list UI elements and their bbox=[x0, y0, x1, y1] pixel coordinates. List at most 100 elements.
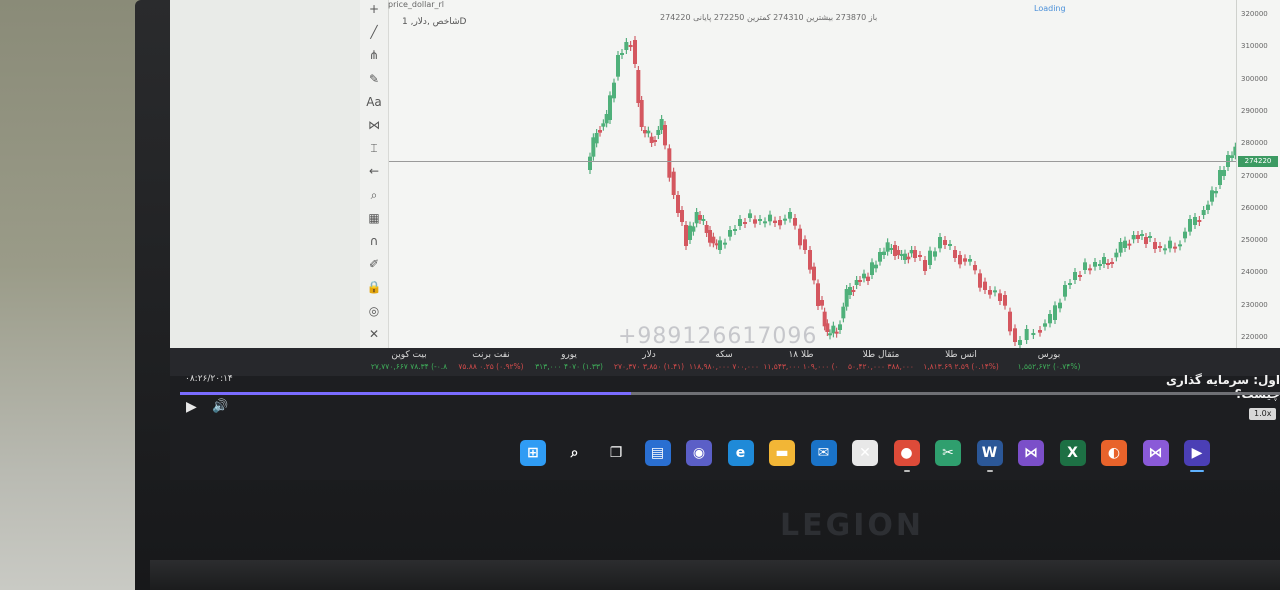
price-axis[interactable]: 320000 310000 300000 290000 280000 270000 2600… bbox=[1236, 0, 1280, 348]
drawing-toolbar: + ╱ ⋔ ✎ Aa ⋈ ⌶ ← ⌕ ▦ ∩ ✐ 🔒 ◎ ✕ bbox=[360, 0, 389, 348]
ticker-item[interactable]: یورو ۳۱۳,۰۰۰ ۴۰۷۰ (۱.۳۳) bbox=[530, 350, 608, 371]
candle-body bbox=[993, 290, 997, 293]
crosshair-icon[interactable]: + bbox=[368, 2, 380, 16]
candle-body bbox=[816, 283, 820, 306]
chrome-icon-glyph: ● bbox=[900, 445, 913, 461]
brush-icon[interactable]: ✎ bbox=[368, 71, 380, 86]
candle-body bbox=[1206, 204, 1210, 210]
ohlc-readout: باز 273870 بیشترین 274310 کمترین 272250 … bbox=[660, 13, 878, 22]
candle-body bbox=[1003, 295, 1007, 306]
task-view-icon[interactable]: ❐ bbox=[603, 440, 629, 466]
candle-body bbox=[620, 53, 624, 55]
candle-body bbox=[841, 306, 846, 319]
candle-body bbox=[639, 100, 644, 127]
current-price-line bbox=[388, 161, 1236, 162]
ticker-item[interactable]: مثقال طلا ۵۰,۴۲۰,۰۰۰ ۳۸۸,۰۰۰ bbox=[842, 350, 920, 371]
candle-body bbox=[1078, 275, 1082, 277]
candle-body bbox=[808, 250, 812, 270]
ticker-value: ۱۱۸,۹۸۰,۰۰۰ ۷۰۰,۰۰۰ bbox=[689, 362, 759, 371]
teams-chat-icon[interactable]: ◉ bbox=[686, 440, 712, 466]
candle-body bbox=[834, 331, 839, 334]
lock-icon[interactable]: 🔒 bbox=[366, 280, 382, 295]
remove-icon[interactable]: ✕ bbox=[368, 326, 380, 341]
ticker-item[interactable]: بیت کوین ۲۷,۷۷۰,۶۶۷ ۷۸.۳۴ (-۰.۸ bbox=[370, 350, 448, 371]
candle-body bbox=[909, 250, 914, 254]
candle-body bbox=[773, 220, 777, 223]
word-icon[interactable]: W bbox=[976, 440, 1003, 466]
candle-body bbox=[1068, 283, 1072, 285]
arrow-left-icon[interactable]: ← bbox=[368, 164, 380, 179]
zoom-icon[interactable]: ⌕ bbox=[370, 187, 378, 202]
media-player-icon[interactable]: ▶ bbox=[1184, 440, 1210, 466]
mail-icon[interactable]: ✉ bbox=[810, 440, 837, 466]
visual-studio-2-icon[interactable]: ⋈ bbox=[1142, 440, 1169, 466]
file-explorer-icon-glyph: ▬ bbox=[775, 445, 789, 461]
excel-icon[interactable]: X bbox=[1059, 440, 1086, 466]
visual-studio-2-icon-glyph: ⋈ bbox=[1148, 445, 1163, 461]
search-icon[interactable]: ⌕ bbox=[562, 440, 588, 466]
candle-body bbox=[978, 273, 982, 288]
candle-body bbox=[838, 324, 842, 330]
candle-body bbox=[1188, 219, 1192, 232]
measure-icon[interactable]: ⌶ bbox=[370, 141, 378, 156]
file-explorer-icon[interactable]: ▬ bbox=[769, 440, 795, 466]
pitchfork-icon[interactable]: ⋔ bbox=[368, 48, 380, 63]
visual-studio-icon[interactable]: ⋈ bbox=[1018, 440, 1044, 466]
ticker-item[interactable]: طلا ۱۸ ۱۱,۵۴۳,۰۰۰ ۱۰۹,۰۰۰ (۰ bbox=[762, 350, 840, 371]
ticker-item[interactable]: نفت برنت ۷۵.۸۸ ۰.۲۵ (۰.۹۲%) bbox=[452, 350, 530, 371]
candle-body bbox=[885, 242, 890, 252]
ticker-item[interactable]: انس طلا ۱,۸۱۳.۶۹ ۲.۵۹ (۰.۱۴%) bbox=[922, 350, 1000, 371]
firefox-icon[interactable]: ◐ bbox=[1101, 440, 1127, 466]
volume-button[interactable]: 🔊 bbox=[212, 399, 229, 414]
snip-tool-icon[interactable]: ✂ bbox=[935, 440, 961, 466]
chrome-icon[interactable]: ● bbox=[893, 440, 920, 466]
trend-line-icon[interactable]: ╱ bbox=[370, 25, 378, 40]
candle-body bbox=[851, 290, 856, 292]
candle-body bbox=[803, 239, 807, 250]
eye-icon[interactable]: ◎ bbox=[368, 303, 380, 318]
candle-body bbox=[831, 325, 836, 334]
ticker-item[interactable]: سکه ۱۱۸,۹۸۰,۰۰۰ ۷۰۰,۰۰۰ bbox=[685, 350, 763, 371]
play-button[interactable]: ▶ bbox=[186, 399, 197, 415]
candle-body bbox=[938, 237, 942, 249]
video-progress-bar[interactable] bbox=[180, 392, 1280, 395]
candle-body bbox=[1136, 235, 1140, 239]
candle-body bbox=[943, 240, 947, 245]
candle-body bbox=[1018, 340, 1022, 345]
candle-body bbox=[1043, 323, 1047, 327]
candle-body bbox=[1098, 264, 1102, 266]
current-price-badge: 274220 bbox=[1238, 156, 1278, 167]
candle-body bbox=[1178, 244, 1182, 247]
video-viewport[interactable]: + ╱ ⋔ ✎ Aa ⋈ ⌶ ← ⌕ ▦ ∩ ✐ 🔒 ◎ ✕ price_dollar_rl شاخص ,د… bbox=[170, 0, 1280, 349]
candle-body bbox=[711, 236, 716, 244]
candle-body bbox=[893, 245, 897, 256]
laptop-screen: + ╱ ⋔ ✎ Aa ⋈ ⌶ ← ⌕ ▦ ∩ ✐ 🔒 ◎ ✕ price_dollar_rl شاخص ,د… bbox=[170, 0, 1280, 480]
pencil-lock-icon[interactable]: ✐ bbox=[368, 257, 380, 272]
widgets-icon-glyph: ▤ bbox=[650, 445, 665, 461]
candle-body bbox=[874, 264, 878, 269]
ticker-name: بورس bbox=[1037, 350, 1061, 360]
snip-tool-icon-glyph: ✂ bbox=[942, 445, 954, 461]
ticker-item[interactable]: دلار ۲۷۰,۳۷۰ ۳,۸۵۰ (۱.۴۱) bbox=[610, 350, 688, 371]
candle-body bbox=[667, 148, 672, 178]
pattern-icon[interactable]: ⋈ bbox=[368, 118, 380, 132]
symbol-tab[interactable]: price_dollar_rl bbox=[388, 0, 445, 9]
candle-body bbox=[968, 259, 972, 262]
candle-body bbox=[728, 230, 732, 237]
candle-body bbox=[1218, 170, 1222, 185]
candle-body bbox=[1013, 328, 1017, 342]
ticker-item[interactable]: بورس ۱,۵۵۲,۶۷۲ (۰.۷۴%) bbox=[1010, 350, 1088, 371]
text-icon[interactable]: Aa bbox=[366, 94, 382, 109]
windows-start-icon[interactable]: ⊞ bbox=[520, 440, 546, 466]
playback-speed-button[interactable]: 1.0x bbox=[1249, 408, 1277, 420]
candle-body bbox=[659, 119, 664, 130]
ticker-name: انس طلا bbox=[945, 350, 977, 360]
xbox-icon[interactable]: ✕ bbox=[852, 440, 878, 466]
ticker-name: طلا ۱۸ bbox=[788, 350, 814, 360]
ruler-icon[interactable]: ▦ bbox=[368, 210, 380, 225]
candle-body bbox=[1063, 285, 1067, 297]
candle-body bbox=[633, 40, 637, 64]
widgets-icon[interactable]: ▤ bbox=[644, 440, 671, 466]
edge-icon[interactable]: e bbox=[727, 440, 754, 466]
magnet-icon[interactable]: ∩ bbox=[369, 234, 379, 248]
